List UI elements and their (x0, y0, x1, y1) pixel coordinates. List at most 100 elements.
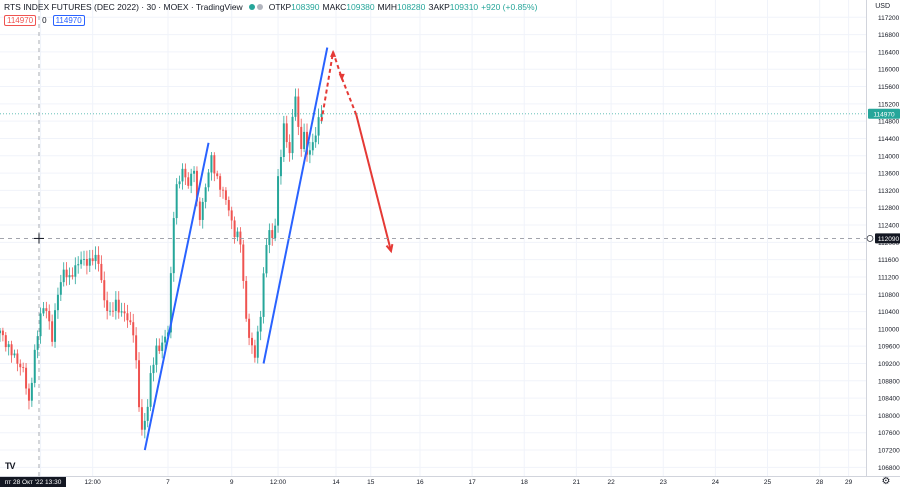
candle-body (259, 316, 262, 332)
candle-body (201, 201, 204, 220)
open-label: ОТКР (268, 2, 292, 12)
x-tick-label: 28 (816, 479, 824, 486)
crosshair-price-label: 112090 (878, 236, 900, 243)
annotations (143, 47, 394, 451)
candle-body (45, 308, 48, 311)
candle-body (54, 310, 57, 342)
x-tick-label: 22 (608, 479, 616, 486)
candle-body (149, 373, 152, 407)
y-tick-label: 108400 (878, 396, 900, 403)
trend-line (262, 47, 329, 364)
candle-body (172, 218, 175, 274)
candle-body (161, 342, 164, 351)
candle-body (193, 170, 196, 174)
candle-body (80, 259, 83, 265)
candle-body (204, 187, 207, 202)
candle-body (135, 335, 138, 361)
candle-body (59, 282, 62, 295)
y-tick-label: 110400 (878, 309, 900, 316)
candle-body (224, 190, 227, 200)
currency-label[interactable]: USD (875, 3, 890, 10)
candle-body (216, 173, 219, 177)
last-price-tag (868, 108, 900, 119)
buy-button[interactable]: 114970 (52, 15, 85, 26)
y-tick-label: 115200 (878, 101, 900, 108)
candle-body (19, 363, 22, 368)
candle-body (117, 299, 120, 313)
y-tick-label: 113600 (878, 171, 900, 178)
candle-body (155, 345, 158, 365)
y-tick-label: 116400 (878, 49, 900, 56)
candle-body (175, 184, 178, 219)
symbol-title[interactable]: RTS INDEX FUTURES (DEC 2022) · 30 · MOEX… (4, 2, 243, 12)
spread-value: 0 (42, 16, 47, 25)
tradingview-logo-icon[interactable]: TV (5, 461, 15, 471)
candle-body (48, 310, 51, 322)
candle-body (248, 318, 251, 338)
candle-body (4, 335, 7, 348)
x-tick-label: 24 (712, 479, 720, 486)
y-tick-label: 116800 (878, 32, 900, 39)
alert-clock-icon (866, 235, 874, 242)
y-tick-label: 108800 (878, 378, 900, 385)
candle-body (210, 155, 213, 173)
candle-body (320, 113, 323, 118)
candle-body (317, 117, 320, 136)
market-open-icon (248, 4, 255, 10)
candle-body (114, 299, 117, 311)
candle-body (233, 220, 236, 238)
candle-body (245, 280, 248, 319)
low-label: МИН (377, 2, 397, 12)
candle-body (308, 150, 311, 155)
candle-body (279, 156, 282, 177)
candle-body (10, 344, 13, 356)
candle-body (109, 310, 112, 312)
candle-body (277, 176, 280, 226)
x-tick-label: 9 (230, 479, 234, 486)
grid (0, 0, 866, 476)
candle-body (219, 176, 222, 190)
last-price-label: 114970 (873, 111, 895, 118)
candle-body (0, 330, 1, 334)
sell-button[interactable]: 114970 (4, 15, 37, 26)
projection-peak-arrowhead (330, 49, 337, 57)
settings-gear-icon[interactable]: ⚙ (881, 476, 891, 487)
candle-body (51, 321, 54, 342)
candle-body (65, 269, 68, 278)
y-tick-label: 115600 (878, 84, 900, 91)
candle-body (33, 349, 36, 383)
candle-body (242, 244, 245, 281)
x-tick-label: 18 (521, 479, 529, 486)
candle-body (39, 313, 42, 337)
x-tick-label: 15 (367, 479, 375, 486)
x-tick-label: 25 (764, 479, 772, 486)
candle-body (16, 353, 19, 364)
candle-body (230, 210, 233, 221)
candle-body (190, 173, 193, 186)
candle-body (294, 96, 297, 117)
x-tick-label: 17 (468, 479, 476, 486)
candle-body (106, 300, 109, 311)
y-tick-label: 116000 (878, 67, 900, 74)
candles (0, 88, 323, 439)
eye-icon[interactable] (256, 4, 263, 10)
y-tick-label: 109200 (878, 361, 900, 368)
candle-body (184, 168, 187, 178)
candle-body (265, 244, 268, 274)
candle-body (169, 273, 172, 333)
candle-body (227, 199, 230, 211)
candle-body (30, 382, 33, 401)
candle-body (236, 231, 239, 238)
crosshair (0, 0, 866, 476)
candle-body (77, 264, 80, 266)
projection-mid-arrowhead (338, 73, 345, 81)
y-tick-label: 107200 (878, 448, 900, 455)
x-tick-label: 14 (332, 479, 340, 486)
candle-body (143, 420, 146, 430)
candle-body (195, 170, 198, 202)
candle-body (82, 258, 85, 260)
y-tick-label: 111600 (878, 257, 899, 264)
x-tick-label: 29 (845, 479, 853, 486)
